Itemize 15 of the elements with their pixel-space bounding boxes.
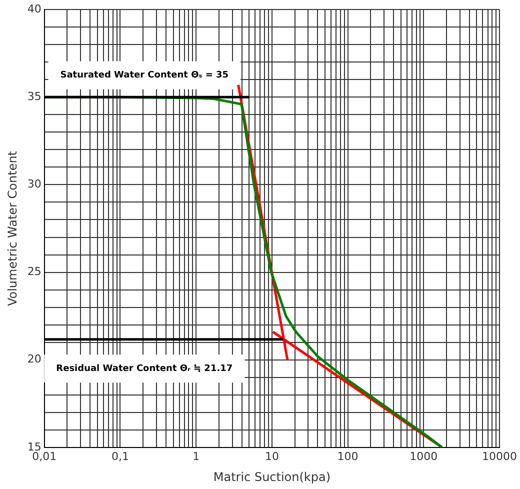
y-tick-label: 35 — [27, 90, 42, 104]
annotation: Residual Water Content Θᵣ ≒ 21.17 — [56, 364, 233, 374]
x-tick-label: 1000 — [410, 450, 438, 463]
x-tick-label: 1 — [192, 450, 200, 463]
x-axis-title: Matric Suction(kpa) — [213, 470, 331, 484]
x-tick-label: 10 — [264, 450, 279, 463]
x-tick-label: 10000 — [482, 450, 518, 463]
x-tick-label: 100 — [337, 450, 358, 463]
y-axis-title: Volumetric Water Content — [5, 150, 20, 306]
y-tick-label: 40 — [27, 2, 42, 16]
y-tick-label: 25 — [27, 265, 42, 278]
y-tick-label: 20 — [27, 352, 42, 366]
y-tick-label: 30 — [27, 178, 42, 191]
annotation: Saturated Water Content Θₛ = 35 — [60, 70, 229, 81]
x-tick-label: 0,1 — [112, 450, 129, 463]
